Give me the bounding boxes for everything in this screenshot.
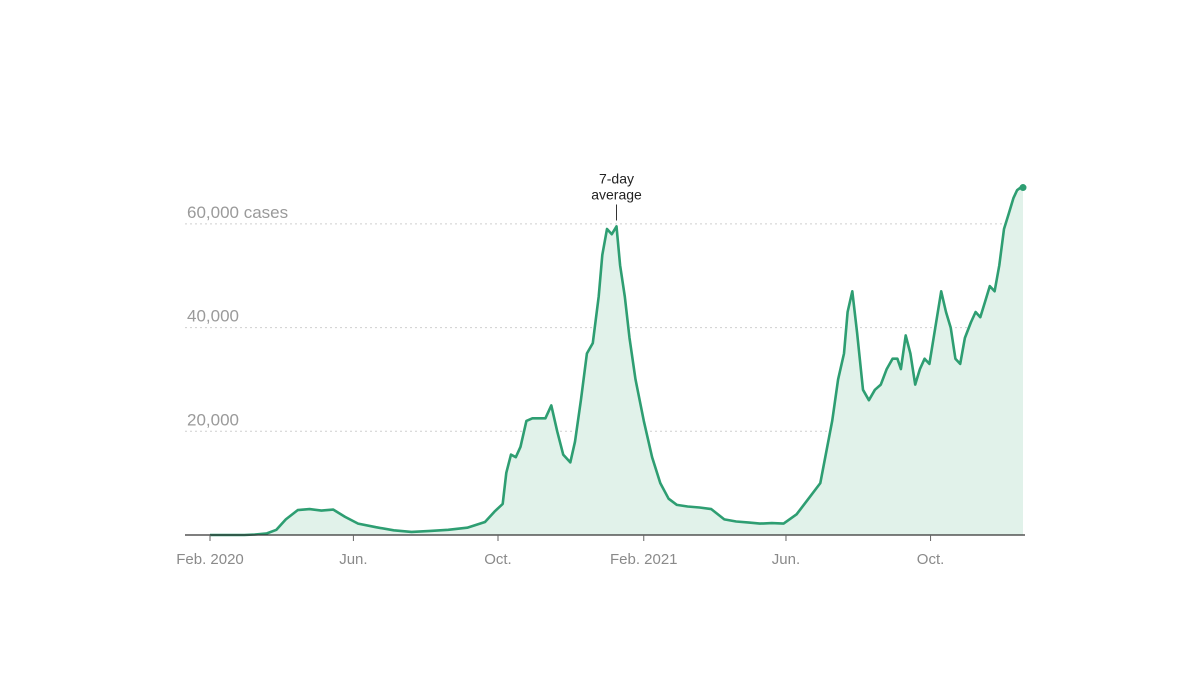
y-tick-label: 20,000 (187, 410, 239, 429)
area-fill (210, 187, 1023, 535)
area-layer (210, 186, 1023, 537)
x-axis (185, 534, 1025, 541)
y-tick-label: 40,000 (187, 307, 239, 326)
series-line (210, 186, 1023, 537)
y-tick-label: 60,000 cases (187, 203, 288, 222)
annotation: 7-day average (591, 170, 642, 221)
latest-value-dot (1019, 184, 1027, 192)
x-tick-label: Jun. (339, 551, 367, 568)
y-axis-labels: 20,000 40,000 60,000 cases (187, 203, 288, 429)
annotation-label-line1: 7-day (599, 170, 634, 186)
x-tick-label: Feb. 2021 (610, 551, 678, 568)
x-tick-label: Oct. (917, 551, 945, 568)
x-axis-labels: Feb. 2020 Jun. Oct. Feb. 2021 Jun. Oct. (176, 551, 944, 568)
x-tick-label: Oct. (484, 551, 512, 568)
annotation-label-line2: average (591, 186, 642, 202)
x-tick-label: Jun. (772, 551, 800, 568)
x-tick-label: Feb. 2020 (176, 551, 244, 568)
